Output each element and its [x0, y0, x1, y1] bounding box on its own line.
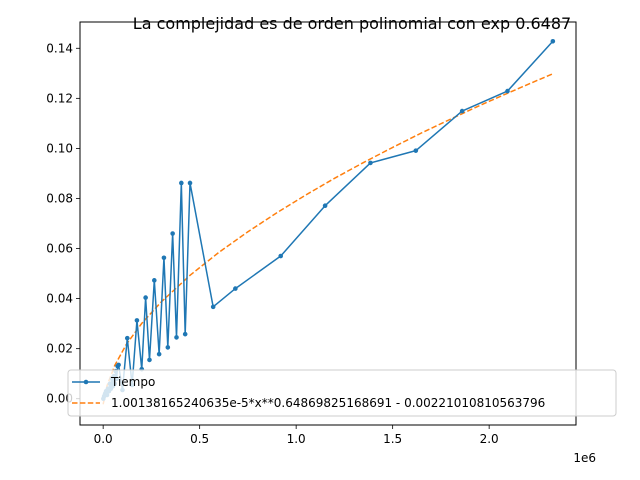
legend-label-tiempo: Tiempo	[110, 375, 155, 389]
legend-box	[67, 369, 617, 417]
fit-curve-line	[102, 73, 554, 405]
tiempo-point	[278, 253, 284, 259]
y-tick-label: 0.10	[46, 141, 73, 155]
x-tick-label: 1.0	[287, 432, 306, 446]
tiempo-point	[182, 331, 188, 337]
y-tick-label: 0.06	[46, 242, 73, 256]
chart-title: La complejidad es de orden polinomial co…	[133, 14, 571, 33]
tiempo-point	[152, 278, 157, 283]
y-tick-label: 0.12	[46, 91, 73, 105]
x-tick-label: 0.5	[190, 432, 209, 446]
tiempo-point	[505, 88, 510, 94]
x-tick-label: 2.0	[480, 432, 499, 446]
tiempo-point	[124, 335, 130, 341]
tiempo-point	[161, 255, 167, 261]
tiempo-point	[187, 180, 193, 186]
legend-marker-tiempo	[83, 379, 89, 385]
y-tick-label: 0.00	[46, 392, 73, 406]
tiempo-point	[179, 180, 184, 186]
tiempo-point	[116, 362, 121, 368]
tiempo-point	[322, 203, 328, 209]
tiempo-point	[174, 335, 179, 340]
tiempo-point	[143, 295, 148, 300]
plot-frame	[79, 21, 577, 426]
x-tick-label: 0.0	[94, 432, 113, 446]
tiempo-point	[413, 148, 419, 153]
tiempo-point	[550, 38, 556, 44]
tiempo-point	[233, 286, 238, 291]
tiempo-point	[210, 304, 216, 310]
x-axis-offset-label: 1e6	[573, 451, 596, 465]
y-tick-label: 0.02	[46, 342, 73, 356]
tiempo-point	[165, 345, 171, 350]
tiempo-point	[147, 357, 152, 363]
tiempo-point	[368, 160, 373, 166]
tiempo-point	[170, 231, 175, 236]
y-tick-label: 0.08	[46, 191, 73, 205]
y-tick-label: 0.14	[46, 41, 73, 55]
tiempo-point	[156, 351, 162, 357]
legend-label-fit: 1.00138165240635e-5*x**0.64869825168691 …	[111, 396, 545, 410]
tiempo-point	[134, 318, 140, 323]
x-tick-label: 1.5	[383, 432, 402, 446]
y-tick-label: 0.04	[46, 292, 73, 306]
tiempo-point	[459, 108, 465, 114]
